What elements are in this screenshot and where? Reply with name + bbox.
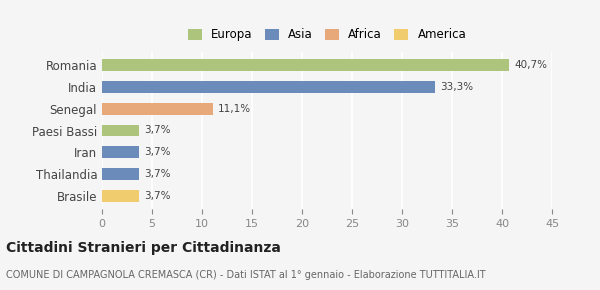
Text: 3,7%: 3,7% <box>144 126 170 135</box>
Text: 33,3%: 33,3% <box>440 82 473 92</box>
Text: Cittadini Stranieri per Cittadinanza: Cittadini Stranieri per Cittadinanza <box>6 241 281 255</box>
Text: 3,7%: 3,7% <box>144 191 170 201</box>
Bar <box>102 59 509 71</box>
Bar <box>102 103 213 115</box>
Bar <box>102 168 139 180</box>
Legend: Europa, Asia, Africa, America: Europa, Asia, Africa, America <box>183 24 471 46</box>
Bar <box>102 81 435 93</box>
Text: COMUNE DI CAMPAGNOLA CREMASCA (CR) - Dati ISTAT al 1° gennaio - Elaborazione TUT: COMUNE DI CAMPAGNOLA CREMASCA (CR) - Dat… <box>6 270 485 280</box>
Text: 3,7%: 3,7% <box>144 147 170 157</box>
Bar <box>102 124 139 137</box>
Bar <box>102 146 139 158</box>
Text: 11,1%: 11,1% <box>218 104 251 114</box>
Bar <box>102 190 139 202</box>
Text: 40,7%: 40,7% <box>514 60 547 70</box>
Text: 3,7%: 3,7% <box>144 169 170 179</box>
